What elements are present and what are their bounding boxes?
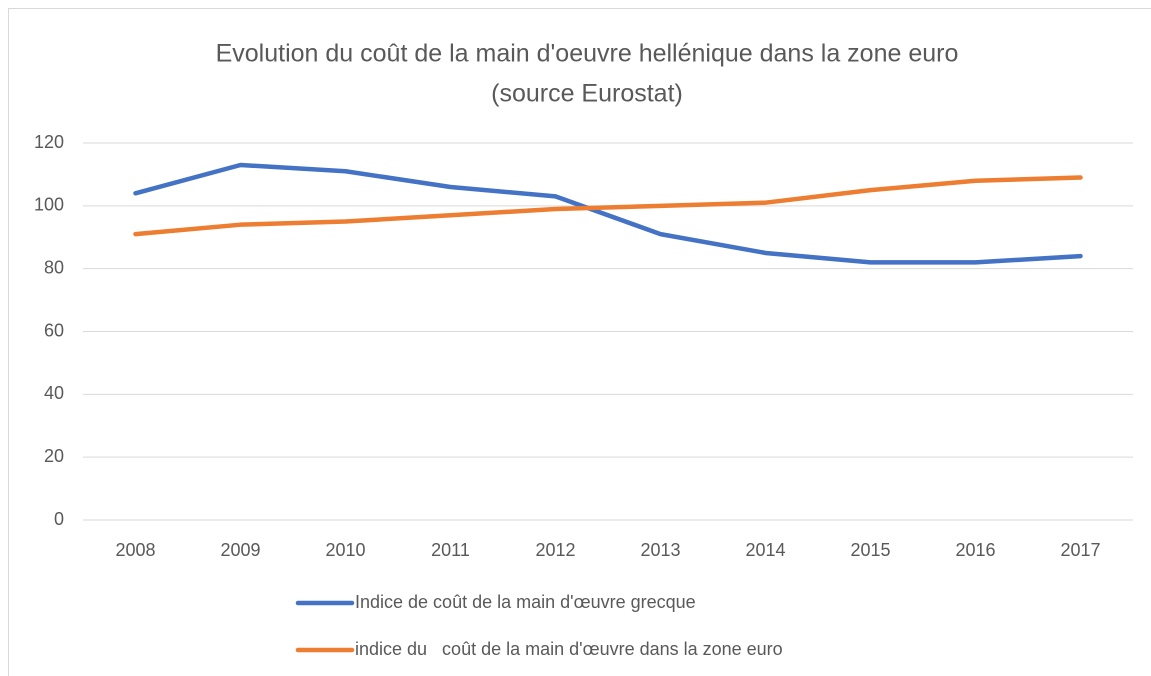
chart-title: Evolution du coût de la main d'oeuvre he…	[216, 40, 959, 68]
y-tick-label: 120	[34, 132, 64, 152]
chart-title: (source Eurostat)	[491, 80, 683, 108]
data-line	[133, 162, 1083, 265]
x-tick-label: 2017	[1060, 540, 1100, 560]
x-tick-label: 2008	[115, 540, 155, 560]
x-tick-label: 2016	[955, 540, 995, 560]
legend-label: Indice de coût de la main d'œuvre grecqu…	[355, 592, 696, 612]
y-tick-label: 100	[34, 195, 64, 215]
legend-label: indice du coût de la main d'œuvre dans l…	[355, 639, 783, 659]
x-tick-label: 2011	[431, 540, 470, 560]
y-tick-label: 60	[44, 320, 64, 340]
y-tick-label: 40	[44, 383, 64, 403]
y-tick-label: 80	[44, 257, 64, 277]
x-tick-label: 2014	[745, 540, 785, 560]
data-line	[133, 175, 1083, 237]
x-tick-label: 2015	[850, 540, 890, 560]
chart-border	[8, 8, 1151, 676]
x-tick-label: 2013	[640, 540, 680, 560]
x-tick-label: 2009	[220, 540, 260, 560]
y-tick-label: 20	[44, 446, 64, 466]
y-tick-label: 0	[54, 509, 64, 529]
x-tick-label: 2012	[535, 540, 575, 560]
x-tick-label: 2010	[325, 540, 365, 560]
